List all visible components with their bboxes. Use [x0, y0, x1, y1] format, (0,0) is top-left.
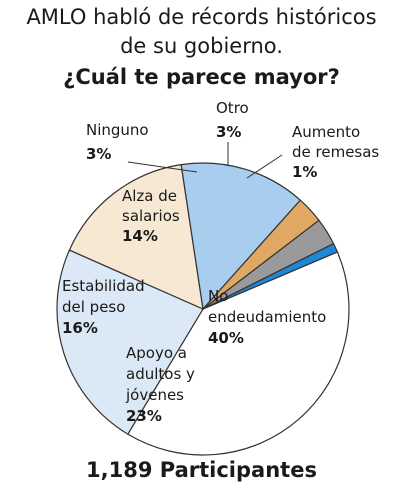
pie-slices: [56, 162, 350, 456]
pie-slice-0: [126, 251, 350, 456]
slice-value-4: 3%: [86, 145, 111, 163]
chart-title-line-1: AMLO habló de récords históricos: [26, 5, 377, 29]
pie-slice-3: [180, 162, 302, 311]
pie-slice-6: [202, 242, 339, 310]
slice-label-3-line-0: Alza de: [122, 187, 177, 205]
slice-value-2: 16%: [62, 319, 98, 337]
chart-title-line-2: de su gobierno.: [120, 34, 283, 58]
slice-value-1: 23%: [126, 407, 162, 425]
slice-value-3: 14%: [122, 227, 158, 245]
slice-value-5: 3%: [216, 123, 241, 141]
chart-subtitle: ¿Cuál te parece mayor?: [63, 65, 340, 89]
slice-value-0: 40%: [208, 329, 244, 347]
slice-label-1-line-0: Apoyo a: [126, 344, 187, 362]
participants-count: 1,189 Participantes: [86, 458, 317, 482]
slice-label-0-line-1: endeudamiento: [208, 308, 326, 326]
slice-label-1-line-1: adultos y: [126, 365, 195, 383]
slice-label-2-line-1: del peso: [62, 298, 125, 316]
leader-line-6: [246, 154, 283, 179]
slice-label-0-line-0: No: [208, 287, 228, 305]
slice-label-3-line-1: salarios: [122, 207, 180, 225]
pie-slice-1: [56, 249, 204, 435]
slice-label-1-line-2: jóvenes: [125, 386, 184, 404]
slice-label-5-line-0: Otro: [216, 99, 249, 117]
slice-label-6-line-0: Aumento: [292, 123, 360, 141]
slice-value-6: 1%: [292, 163, 317, 181]
slice-label-2-line-0: Estabilidad: [62, 277, 145, 295]
pie-slice-2: [68, 163, 204, 310]
slice-labels: No endeudamiento 40% Apoyo a adultos y jóvene…: [62, 99, 379, 425]
slice-label-4-line-0: Ninguno: [86, 121, 149, 139]
slice-label-6-line-1: de remesas: [292, 143, 379, 161]
leader-line-4: [127, 161, 198, 173]
